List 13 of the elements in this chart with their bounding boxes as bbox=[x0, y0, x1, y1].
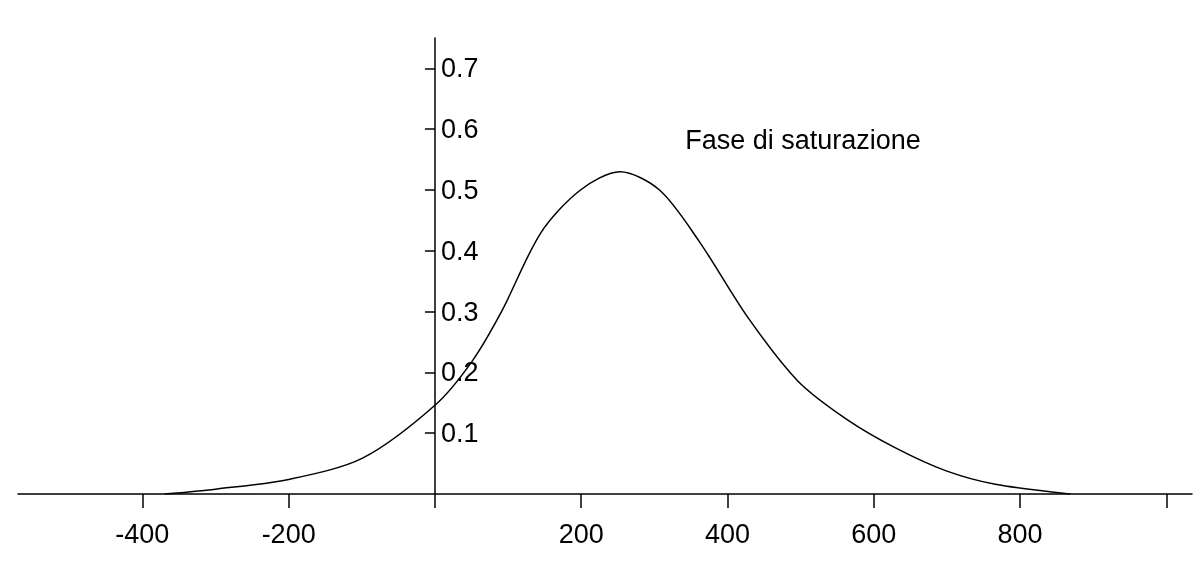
x-tick-label: 800 bbox=[997, 518, 1043, 549]
annotation: Fase di saturazione bbox=[685, 124, 921, 155]
x-tick-label: -400 bbox=[115, 518, 170, 549]
y-tick-label: 0.1 bbox=[440, 418, 479, 449]
x-tick-label: -200 bbox=[261, 518, 316, 549]
y-tick-label: 0.4 bbox=[440, 235, 479, 266]
y-tick-label: 0.6 bbox=[440, 114, 479, 145]
y-tick-label: 0.3 bbox=[440, 296, 479, 327]
y-tick-label: 0.7 bbox=[440, 53, 479, 84]
x-tick-label: 600 bbox=[851, 518, 897, 549]
y-tick-label: 0.5 bbox=[440, 175, 479, 205]
x-tick-label: 400 bbox=[704, 518, 751, 549]
x-tick-label: 200 bbox=[558, 518, 604, 549]
